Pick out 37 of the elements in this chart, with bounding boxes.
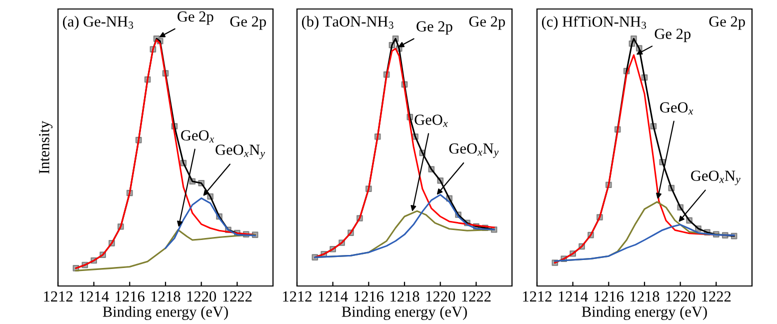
x-tick-label: 1218	[390, 291, 420, 302]
text: Ge 2p	[469, 16, 505, 30]
x-tick-label: 1214	[80, 291, 109, 302]
x-axis-title: Binding energy (eV)	[102, 306, 228, 320]
annotation: GeO$_{x}$	[181, 130, 214, 142]
text: Ge 2p	[709, 16, 745, 30]
x-tick-label: 1216	[594, 291, 624, 302]
x-tick-label: 1216	[116, 291, 144, 302]
x-tick-label: 1222	[223, 291, 252, 302]
x-tick-label: 1214	[558, 291, 588, 302]
chart-title: (a) Ge-NH$_{3}$	[62, 16, 134, 30]
annotation: Ge 2p	[654, 28, 690, 42]
x-tick-label: 1222	[462, 291, 491, 302]
x-tick-label: 1222	[702, 291, 731, 302]
x-axis-title: Binding energy (eV)	[342, 306, 467, 320]
annotation: Ge 2p	[416, 21, 452, 35]
x-tick-label: 1220	[666, 291, 696, 302]
x-tick-label: 1212	[523, 291, 552, 302]
x-axis-title: Binding energy (eV)	[582, 306, 707, 320]
annotation: GeO$_{x}$N$_{y}$	[449, 143, 499, 158]
x-tick-label: 1216	[354, 291, 384, 302]
y-axis-title: Intensity	[39, 120, 52, 174]
x-tick-label: 1220	[187, 291, 216, 302]
x-tick-label: 1214	[318, 291, 348, 302]
x-tick-label: 1220	[426, 291, 456, 302]
chart-title: (b) TaON-NH$_{3}$	[302, 16, 394, 30]
annotation: GeO$_{x}$N$_{y}$	[216, 144, 265, 160]
annotation: Ge 2p	[178, 11, 214, 25]
x-tick-label: 1212	[44, 291, 72, 302]
x-tick-label: 1212	[283, 291, 312, 302]
chart-title: (c) HfTiON-NH$_{3}$	[542, 16, 646, 30]
x-tick-label: 1218	[630, 291, 660, 302]
annotation: GeO$_{x}$N$_{y}$	[691, 170, 740, 186]
x-tick-label: 1218	[152, 291, 180, 302]
annotation: GeO$_{x}$	[414, 114, 448, 127]
text: Ge 2p	[230, 16, 266, 30]
annotation: GeO$_{x}$	[660, 102, 694, 115]
